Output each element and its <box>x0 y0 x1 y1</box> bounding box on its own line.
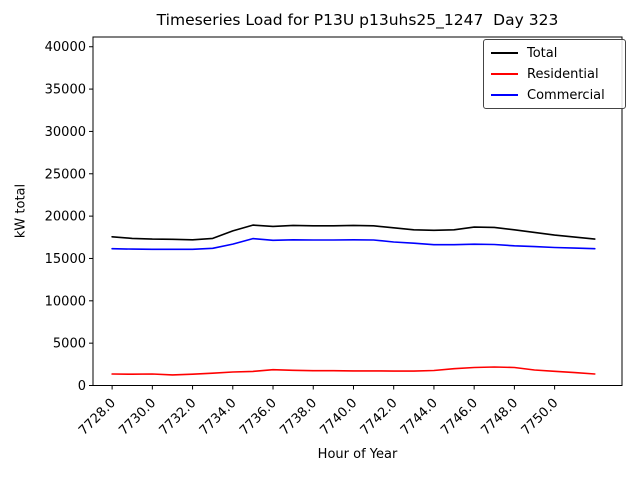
y-tick-label: 10000 <box>45 294 86 309</box>
x-tick-label: 7748.0 <box>478 396 521 439</box>
legend-label-commercial: Commercial <box>527 87 605 103</box>
y-axis-label: kW total <box>13 183 29 239</box>
x-tick-label: 7736.0 <box>237 396 280 439</box>
legend-item-total: Total <box>491 43 625 64</box>
y-tick-label: 25000 <box>45 167 86 182</box>
y-tick-label: 15000 <box>45 252 86 267</box>
x-tick-label: 7734.0 <box>197 396 240 439</box>
y-tick-label: 0 <box>78 379 86 394</box>
y-tick-label: 40000 <box>45 40 86 55</box>
x-tick-label: 7742.0 <box>358 396 401 439</box>
x-axis-label: Hour of Year <box>317 447 398 462</box>
legend-label-total: Total <box>527 45 558 61</box>
residential-line-swatch <box>491 73 518 75</box>
x-tick-label: 7750.0 <box>519 396 562 439</box>
series-line-residential <box>111 366 596 376</box>
legend-item-residential: Residential <box>491 64 625 85</box>
legend-item-commercial: Commercial <box>491 85 625 106</box>
x-tick-label: 7730.0 <box>116 396 159 439</box>
y-tick-label: 30000 <box>45 125 86 140</box>
x-tick-label: 7740.0 <box>318 396 361 439</box>
y-tick-label: 35000 <box>45 83 86 98</box>
x-tick-label: 7744.0 <box>398 396 441 439</box>
y-tick-label: 5000 <box>53 337 86 352</box>
x-tick-label: 7728.0 <box>76 396 119 439</box>
x-tick-label: 7746.0 <box>438 396 481 439</box>
series-line-commercial <box>111 237 596 251</box>
x-tick-label: 7738.0 <box>277 396 320 439</box>
axes-frame <box>92 36 623 386</box>
series-line-total <box>111 224 596 241</box>
total-line-swatch <box>491 52 518 54</box>
y-tick-label: 20000 <box>45 210 86 225</box>
legend-label-residential: Residential <box>527 66 599 82</box>
legend: Total Residential Commercial <box>483 39 626 109</box>
commercial-line-swatch <box>491 94 518 96</box>
chart-title: Timeseries Load for P13U p13uhs25_1247 D… <box>156 11 559 29</box>
x-tick-label: 7732.0 <box>157 396 200 439</box>
